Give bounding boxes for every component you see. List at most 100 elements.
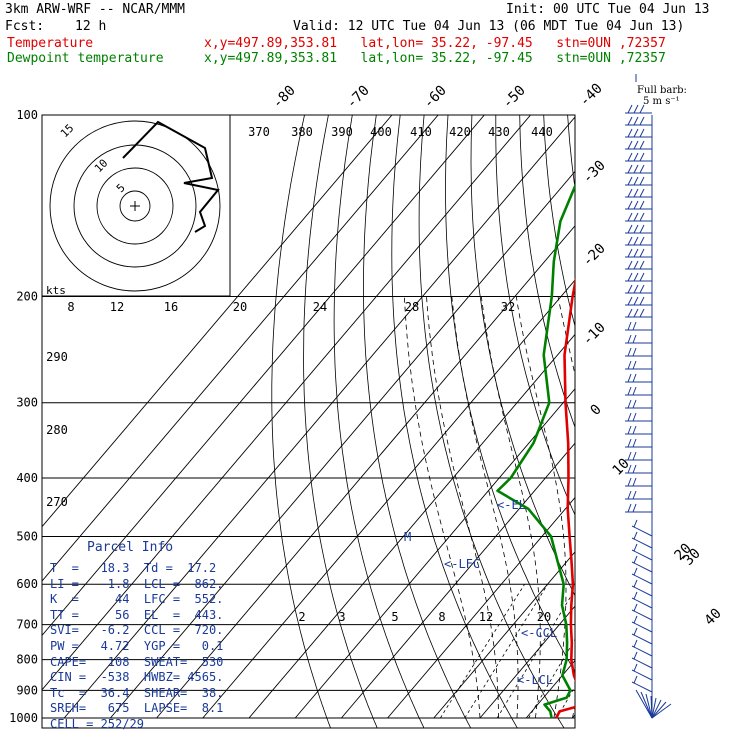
- moist-adiabat: [480, 296, 541, 719]
- parcel-info-row: CAPE= 108 SWEAT= 530: [50, 654, 224, 669]
- temperature-line: [555, 276, 575, 719]
- isotherm-line: [665, 115, 740, 718]
- sounding-profiles: [496, 182, 575, 719]
- temperature-location: x,y=497.89,353.81 lat,lon= 35.22, -97.45…: [204, 36, 666, 51]
- valid-time: Valid: 12 UTC Tue 04 Jun 13 (06 MDT Tue …: [293, 19, 685, 34]
- pressure-tick-200: 200: [16, 290, 38, 304]
- pressure-tick-1000: 1000: [9, 711, 38, 725]
- mixing-ratio-label-3: 3: [338, 610, 345, 624]
- pressure-tick-100: 100: [16, 108, 38, 122]
- moist-adiabat: [515, 296, 567, 719]
- moist-adiabat: [609, 297, 673, 719]
- mixing-ratio-line: [440, 583, 525, 719]
- isotherm-label--50: -50: [500, 83, 529, 112]
- parcel-info-row: TT = 56 EL = 443.: [50, 607, 224, 622]
- pressure-axis: 100 200 300 400 500 600 700 800 900 1000: [9, 108, 38, 725]
- isotherm-line: [156, 225, 575, 719]
- isotherm-line: [341, 442, 575, 719]
- speed-label-8: 8: [67, 300, 74, 314]
- isotherm-line: [294, 388, 575, 719]
- mixing-ratio-line: [528, 638, 575, 719]
- isotherm-line: [202, 279, 575, 719]
- dry-adiabat: [333, 115, 425, 728]
- theta-label-410: 410: [410, 125, 432, 139]
- diagram-grid: [42, 115, 740, 731]
- isotherm-label-40: 40: [702, 606, 725, 629]
- hodograph-units: kts: [46, 284, 66, 297]
- annotation-m: M: [404, 530, 411, 544]
- pressure-tick-900: 900: [16, 683, 38, 697]
- dry-adiabat: [615, 115, 740, 731]
- moist-adiabat: [404, 296, 481, 719]
- parcel-info-row: CELL = 252/29: [50, 717, 144, 731]
- speed-label-28: 28: [405, 300, 419, 314]
- dry-adiabat: [271, 115, 331, 728]
- dry-adiabat: [495, 115, 575, 516]
- annotation-lfc: <-LFC: [444, 557, 480, 571]
- pressure-tick-700: 700: [16, 618, 38, 632]
- mixing-ratio-label-12: 12: [479, 610, 493, 624]
- isotherm-line: [42, 115, 531, 691]
- dry-adiabat-label-280: 280: [46, 423, 68, 437]
- dry-adiabat-label-270: 270: [46, 495, 68, 509]
- isotherm-line: [42, 115, 393, 528]
- barb-legend-units: 5 m s⁻¹: [643, 96, 680, 107]
- isotherm-label--30: -30: [580, 158, 609, 187]
- isotherm-label-10: 10: [610, 456, 633, 479]
- wind-barbs: [625, 74, 672, 719]
- parcel-info-row: SVI= -6.2 CCL = 720.: [50, 623, 224, 638]
- parcel-info-title: Parcel Info: [87, 540, 174, 555]
- isotherm-line: [248, 333, 575, 719]
- theta-label-440: 440: [531, 125, 553, 139]
- speed-label-16: 16: [164, 300, 178, 314]
- dry-adiabat: [592, 115, 740, 731]
- speed-label-12: 12: [110, 300, 124, 314]
- theta-label-430: 430: [488, 125, 510, 139]
- moist-adiabat: [591, 297, 632, 719]
- mixing-ratio-label-20: 20: [537, 610, 551, 624]
- dry-adiabat-label-290: 290: [46, 350, 68, 364]
- theta-label-380: 380: [291, 125, 313, 139]
- mixing-ratio-label-2: 2: [298, 610, 305, 624]
- moist-adiabat: [426, 296, 499, 718]
- forecast-label: Fcst:: [5, 19, 45, 34]
- isotherm-label-0: 0: [588, 402, 605, 419]
- pressure-tick-500: 500: [16, 529, 38, 543]
- parcel-info-row: T = 18.3 Td = 17.2: [50, 561, 217, 575]
- isotherm-label--70: -70: [344, 83, 373, 112]
- pressure-tick-300: 300: [16, 396, 38, 410]
- dry-adiabat: [735, 115, 740, 731]
- mixing-ratio-line: [464, 583, 549, 719]
- init-time: Init: 00 UTC Tue 04 Jun 13: [506, 2, 710, 17]
- model-title: 3km ARW-WRF -- NCAR/MMM: [5, 2, 186, 17]
- dry-adiabat: [391, 115, 518, 728]
- dewpoint-location: x,y=497.89,353.81 lat,lon= 35.22, -97.45…: [204, 51, 666, 66]
- theta-label-370: 370: [248, 125, 270, 139]
- forecast-hours: 12 h: [75, 19, 107, 34]
- dry-adiabat: [711, 115, 740, 731]
- isotherm-line: [711, 115, 740, 718]
- barb-legend-title: Full barb:: [637, 85, 687, 96]
- isotherm-line: [619, 115, 740, 718]
- moist-adiabat: [628, 297, 725, 719]
- theta-label-420: 420: [449, 125, 471, 139]
- dry-adiabat: [687, 115, 740, 731]
- pressure-tick-400: 400: [16, 471, 38, 485]
- dry-adiabat: [363, 115, 472, 728]
- dry-adiabat: [663, 115, 740, 731]
- pressure-tick-600: 600: [16, 577, 38, 591]
- dewpoint-legend: Dewpoint temperature: [7, 51, 164, 66]
- moist-adiabat: [451, 296, 519, 718]
- isotherm-label--80: -80: [270, 83, 299, 112]
- theta-label-400: 400: [370, 125, 392, 139]
- theta-label-390: 390: [331, 125, 353, 139]
- parcel-info-row: SREH= 675 LAPSE= 8.1: [50, 701, 224, 716]
- speed-label-24: 24: [313, 300, 327, 314]
- isotherm-line: [42, 115, 485, 637]
- isotherm-line: [63, 116, 575, 719]
- mixing-ratio-line: [496, 588, 575, 719]
- annotation-ccl: <-CCL: [521, 626, 557, 640]
- parcel-info-row: Tc = 36.4 SHEAR= 38.: [50, 685, 224, 700]
